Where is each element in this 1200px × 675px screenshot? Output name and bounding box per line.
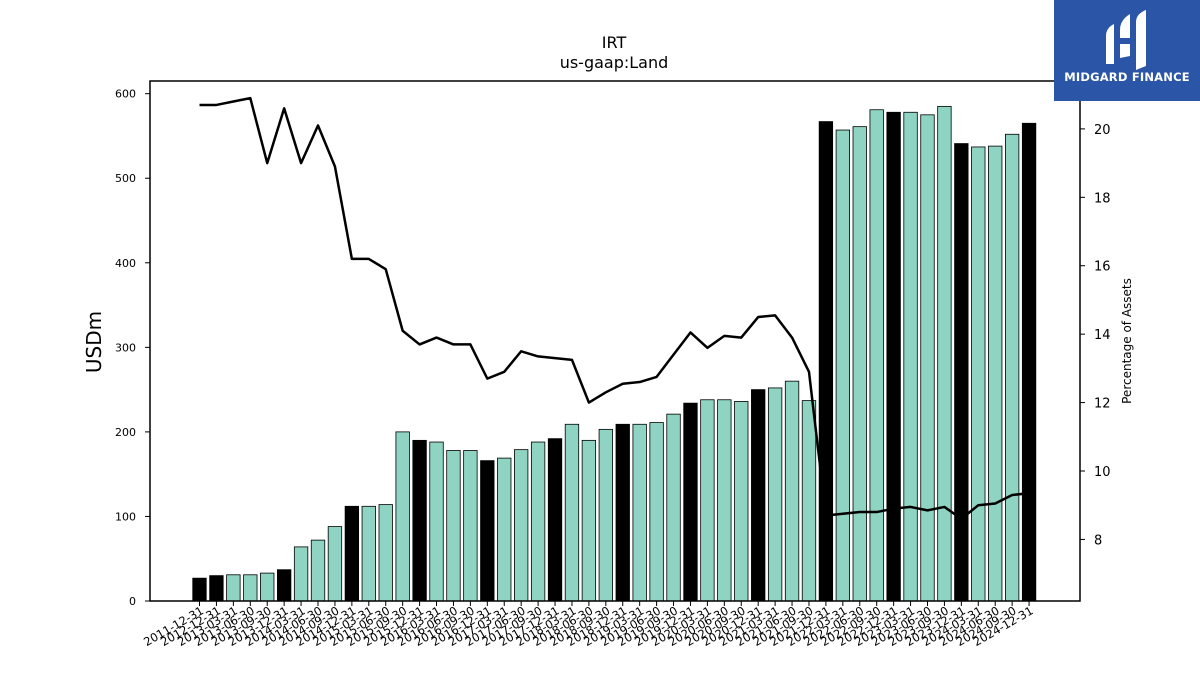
y2-tick-label: 18	[1094, 191, 1111, 206]
bar-2019-06-30	[649, 422, 664, 602]
bar-2022-03-31	[835, 129, 850, 602]
bar-2024-06-30	[988, 145, 1003, 602]
bar-2015-06-30	[378, 504, 393, 602]
y-tick-label: 0	[129, 595, 136, 608]
bar-2015-09-30	[395, 431, 410, 602]
bar-2012-12-31	[260, 572, 275, 602]
bar-2013-12-31	[276, 569, 292, 602]
y-tick-label: 300	[115, 341, 136, 354]
bar-2014-09-30	[327, 526, 343, 602]
ticks: 0 100 200 300 400 500 600 8 10 12 14 16 18 20	[115, 88, 1111, 608]
bar-2021-03-31	[767, 387, 783, 602]
bar-2020-12-31	[751, 389, 766, 602]
y-axis-label: USDm	[82, 311, 106, 373]
bar-2021-12-31	[818, 121, 834, 602]
bar-2023-09-30	[937, 105, 952, 602]
bar-2022-12-31	[886, 111, 901, 602]
y2-tick-label: 16	[1094, 260, 1111, 275]
bar-2024-09-30	[1004, 133, 1020, 602]
bar-2022-06-30	[852, 126, 867, 602]
y-tick-label: 200	[115, 426, 136, 439]
bar-2017-09-30	[530, 441, 546, 602]
bar-2015-12-31	[412, 439, 427, 602]
bar-2023-12-31	[954, 143, 969, 602]
axes	[149, 80, 1081, 602]
y2-tick-label: 12	[1094, 397, 1111, 412]
bar-2016-09-30	[463, 450, 478, 602]
pct-assets-line	[199, 96, 1030, 521]
bar-2024-12-31	[1021, 122, 1037, 602]
bar-2014-03-31	[293, 546, 309, 602]
bar-2018-06-30	[581, 439, 597, 602]
bar-2021-06-30	[784, 380, 800, 602]
bar-2015-03-31	[361, 505, 376, 602]
bar-2019-09-30	[666, 413, 681, 602]
bar-2018-03-31	[564, 423, 580, 602]
bar-2012-06-30	[226, 574, 241, 602]
bar-2016-03-31	[429, 441, 444, 602]
bar-2022-09-30	[869, 109, 884, 602]
bar-2011-12-31	[192, 577, 207, 602]
bar-2012-09-30	[243, 574, 258, 602]
bar-2017-03-31	[497, 457, 512, 602]
logo-text: MIDGARD FINANCE	[1064, 70, 1190, 84]
y2-tick-label: 8	[1094, 533, 1102, 548]
bar-2024-03-31	[971, 146, 986, 602]
chart-title: IRT	[602, 33, 627, 52]
bar-2019-03-31	[632, 423, 647, 602]
y-tick-label: 400	[115, 257, 136, 270]
bar-2020-03-31	[700, 399, 715, 602]
bar-series	[192, 105, 1037, 602]
y-tick-label: 600	[115, 88, 136, 101]
x-tick-labels: 2011-12-312012-12-312013-03-312013-06-30…	[141, 603, 1035, 649]
y-tick-label: 100	[115, 510, 136, 523]
midgard-logo-icon	[1106, 10, 1146, 70]
bar-2017-06-30	[514, 449, 529, 602]
bar-2023-03-31	[903, 111, 918, 602]
bar-2020-09-30	[734, 401, 749, 602]
bar-2012-03-31	[209, 575, 224, 602]
y2-tick-label: 14	[1094, 328, 1111, 343]
y2-tick-label: 10	[1094, 465, 1111, 480]
y2-axis-label: Percentage of Assets	[1120, 278, 1134, 404]
bar-2014-12-31	[344, 505, 360, 602]
bar-2014-06-30	[310, 539, 326, 602]
bar-2021-09-30	[801, 400, 817, 602]
plot-frame	[149, 80, 1081, 602]
bar-2017-12-31	[547, 438, 563, 602]
pct-assets-polyline	[199, 96, 1030, 521]
y-tick-label: 500	[115, 172, 136, 185]
chart-subtitle: us-gaap:Land	[560, 53, 669, 72]
y2-tick-label: 20	[1094, 123, 1111, 138]
bar-2020-06-30	[717, 399, 732, 602]
bar-2018-09-30	[598, 428, 613, 602]
bar-2018-12-31	[615, 423, 630, 602]
bar-2023-06-30	[920, 114, 935, 602]
bar-2016-12-31	[480, 460, 495, 602]
bar-2016-06-30	[446, 450, 461, 602]
bar-2019-12-31	[683, 402, 698, 602]
midgard-logo: MIDGARD FINANCE	[1054, 0, 1200, 101]
